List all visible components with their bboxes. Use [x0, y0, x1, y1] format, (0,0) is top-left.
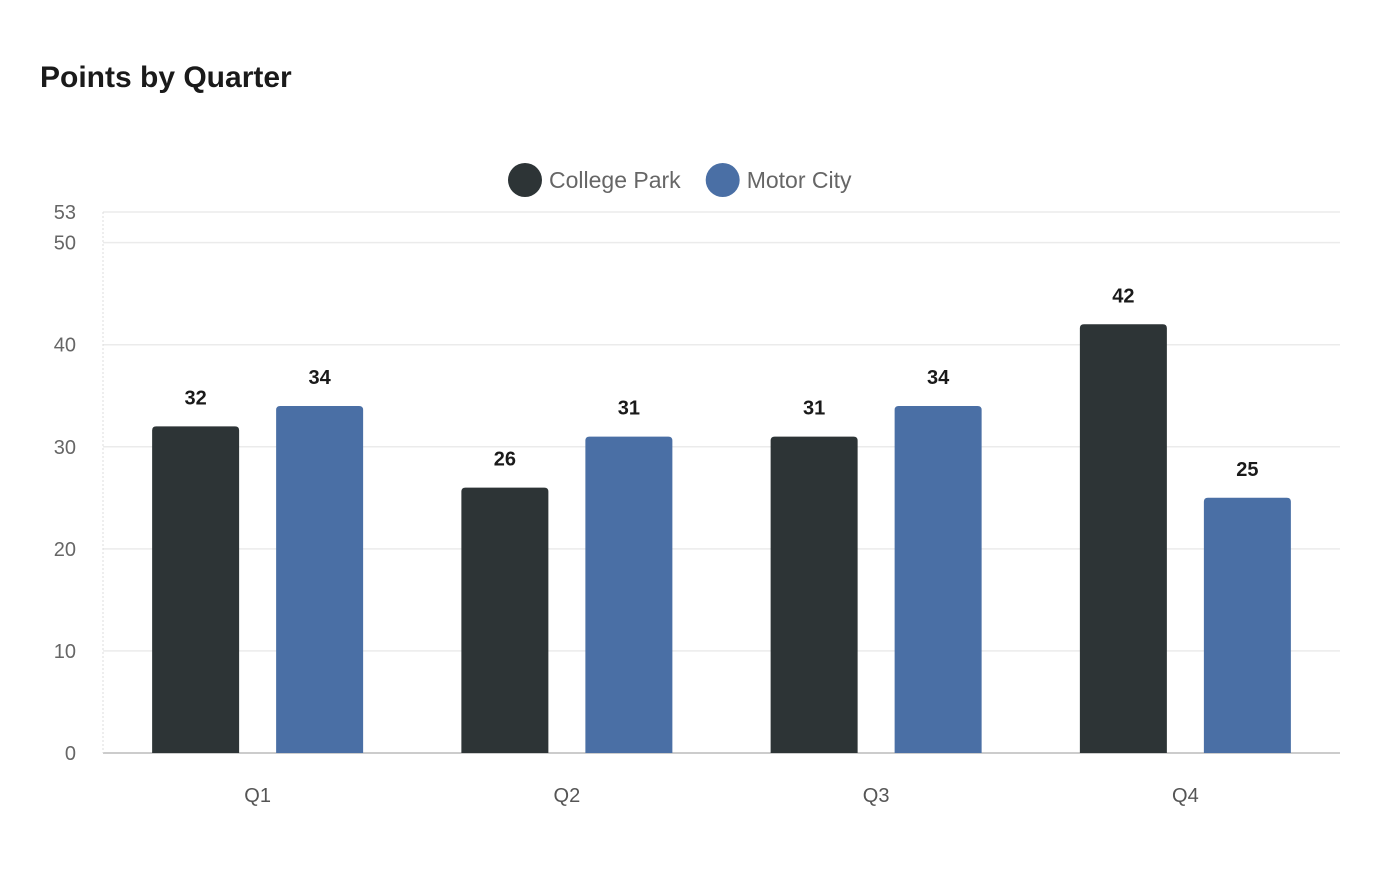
bar[interactable] [1203, 497, 1291, 753]
data-label: 26 [494, 449, 516, 471]
legend-marker [705, 163, 740, 197]
y-tick-label: 53 [54, 202, 76, 224]
x-tick-label: Q2 [554, 785, 581, 807]
bar[interactable] [894, 405, 982, 753]
data-label: 31 [618, 398, 640, 420]
legend-marker [508, 163, 542, 197]
y-tick-label: 20 [54, 539, 76, 561]
bar[interactable] [276, 405, 364, 753]
bar[interactable] [1079, 324, 1167, 753]
bar[interactable] [585, 436, 673, 753]
y-tick-label: 10 [54, 641, 76, 663]
x-tick-label: Q1 [244, 785, 271, 807]
data-label: 31 [803, 398, 825, 420]
bar[interactable] [461, 487, 549, 753]
legend-label[interactable]: Motor City [747, 167, 852, 193]
bar[interactable] [152, 426, 240, 753]
data-label: 25 [1236, 459, 1258, 481]
y-tick-label: 30 [54, 437, 76, 459]
chart-title: Points by Quarter [40, 61, 292, 94]
data-label: 32 [185, 387, 207, 409]
legend-label[interactable]: College Park [549, 167, 681, 193]
y-tick-label: 0 [65, 743, 76, 765]
y-tick-label: 50 [54, 233, 76, 255]
bar[interactable] [770, 436, 858, 753]
data-label: 42 [1112, 285, 1134, 307]
data-label: 34 [309, 367, 332, 389]
x-tick-label: Q4 [1172, 785, 1199, 807]
data-label: 34 [927, 367, 950, 389]
y-tick-label: 40 [54, 335, 76, 357]
x-tick-label: Q3 [863, 785, 890, 807]
